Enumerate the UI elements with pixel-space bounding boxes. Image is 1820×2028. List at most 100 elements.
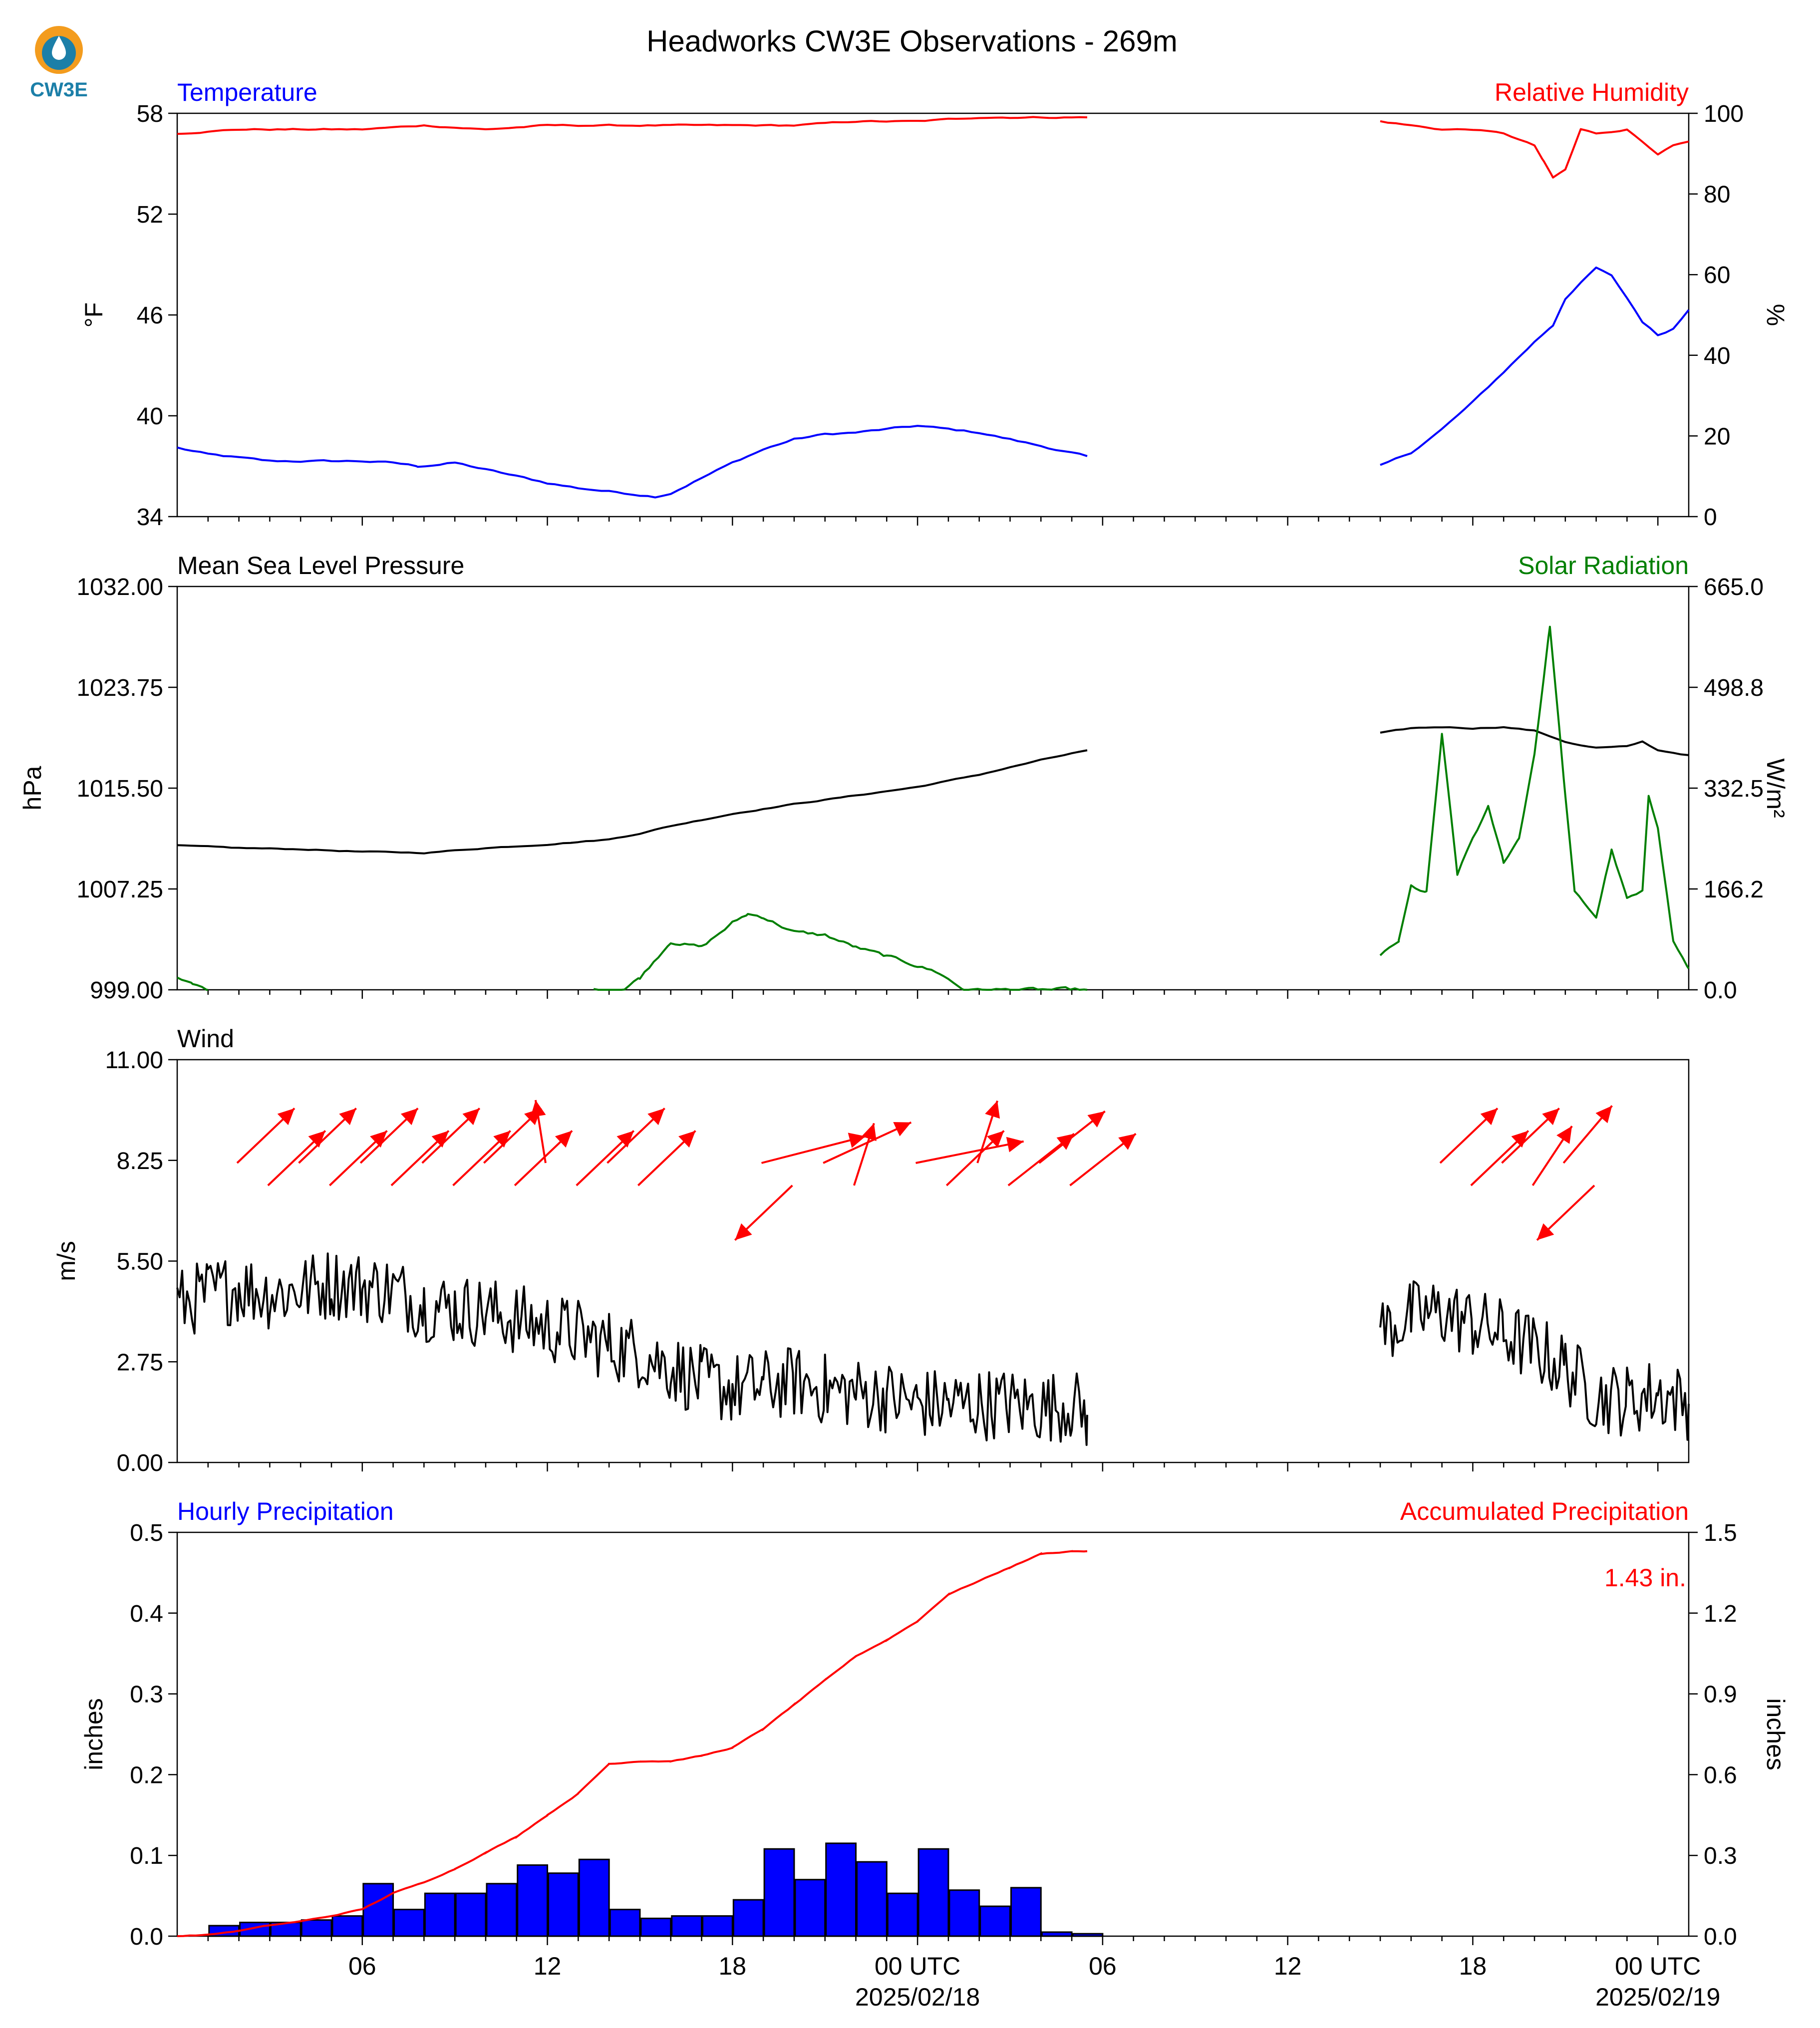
precip-bar <box>301 1919 332 1937</box>
x-tick-label: 2025/02/19 <box>1595 1983 1720 2011</box>
wind-arrow <box>915 1140 1024 1164</box>
x-tick-label: 12 <box>534 1952 562 1980</box>
figure-title: Headworks CW3E Observations - 269m <box>646 24 1178 58</box>
x-tick-label: 00 UTC <box>1615 1952 1701 1980</box>
wind-arrow-head <box>555 1131 573 1148</box>
y-tick-label-right: 100 <box>1704 101 1744 127</box>
panel-temperature_humidity: 58 52 46 40 34 100 80 60 40 20 0 Temperature Relativ… <box>80 78 1790 531</box>
wind-arrow-head <box>530 1100 546 1118</box>
precip-bar <box>856 1861 888 1937</box>
y-axis-label-left: hPa <box>18 766 46 810</box>
precip-bar <box>486 1883 518 1937</box>
panel-title-left: Mean Sea Level Pressure <box>177 552 464 579</box>
wind-arrow-head <box>370 1131 387 1148</box>
y-tick-label-left: 46 <box>137 302 163 329</box>
panel-title-right: Relative Humidity <box>1495 78 1689 106</box>
precip-bar <box>887 1892 918 1937</box>
wind-arrow-head <box>339 1108 356 1126</box>
wind-arrow-head <box>678 1131 696 1148</box>
precip-bar <box>948 1889 980 1937</box>
precip-bar <box>825 1842 857 1937</box>
panel-wind: 11.00 8.25 5.50 2.75 0.00 Wind m/s <box>52 1025 1690 1476</box>
wind-arrow-head <box>1537 1223 1554 1240</box>
x-tick-label: 2025/02/18 <box>855 1983 980 2011</box>
y-tick-label-left: 2.75 <box>117 1349 163 1376</box>
y-tick-label-left: 34 <box>137 504 163 531</box>
precip-bar <box>671 1915 703 1937</box>
wind-arrow-head <box>308 1131 325 1148</box>
y-axis-label-right: % <box>1762 304 1790 326</box>
y-axis-label-right: W/m² <box>1762 758 1790 818</box>
y-tick-label-left: 52 <box>137 202 163 228</box>
precip-bar <box>609 1909 641 1937</box>
y-tick-label-right: 498.8 <box>1704 675 1764 701</box>
precip-bar <box>424 1892 456 1937</box>
precip-bar <box>917 1848 949 1937</box>
y-tick-label-left: 40 <box>137 403 163 430</box>
wind-arrow-head <box>862 1123 877 1142</box>
y-tick-label-left: 1032.00 <box>76 574 163 600</box>
wind-arrow-head <box>893 1122 911 1137</box>
logo-drop-icon <box>52 36 66 60</box>
precip-bar <box>270 1921 302 1937</box>
precip-bar <box>331 1915 363 1937</box>
y-tick-label-left: 5.50 <box>117 1249 163 1275</box>
wind-arrow-head <box>462 1108 480 1126</box>
accumulated-total-label: 1.43 in. <box>1604 1564 1686 1592</box>
y-tick-label-left: 1015.50 <box>76 776 163 802</box>
x-tick-label: 06 <box>348 1952 376 1980</box>
precip-bar <box>1010 1887 1042 1937</box>
panel-pressure_solar: 1032.00 1023.75 1015.50 1007.25 999.00 665.0 4… <box>18 552 1790 1004</box>
y-tick-label-right: 40 <box>1704 343 1730 369</box>
y-tick-label-left: 1007.25 <box>76 876 163 903</box>
wind-arrow-head <box>1480 1108 1498 1126</box>
x-tick-label: 18 <box>1459 1952 1487 1980</box>
y-tick-label-left: 1023.75 <box>76 675 163 701</box>
precip-bar <box>393 1909 425 1937</box>
wind-arrow-head <box>277 1108 295 1126</box>
y-tick-label-left: 999.00 <box>90 977 163 1004</box>
y-tick-label-right: 1.5 <box>1704 1520 1737 1546</box>
y-tick-label-left: 0.0 <box>130 1924 163 1950</box>
panel-title-left: Temperature <box>177 78 317 106</box>
logo-text: CW3E <box>30 79 88 101</box>
wind-arrow-head <box>493 1131 511 1148</box>
panel-title-left: Wind <box>177 1025 234 1053</box>
x-tick-label: 06 <box>1089 1952 1117 1980</box>
series-line-temperature <box>177 267 1690 499</box>
y-tick-label-right: 332.5 <box>1704 776 1764 802</box>
precip-bar <box>702 1915 733 1937</box>
y-tick-label-right: 0.9 <box>1704 1682 1737 1708</box>
wind-arrow-head <box>985 1101 1000 1119</box>
y-axis-label-left: °F <box>80 302 108 328</box>
precip-bar <box>640 1917 672 1937</box>
y-axis-label-left: m/s <box>52 1241 80 1281</box>
precip-bar <box>794 1879 826 1937</box>
y-tick-label-left: 0.4 <box>130 1601 163 1627</box>
y-tick-label-right: 60 <box>1704 262 1730 289</box>
precip-bar <box>979 1905 1011 1937</box>
y-tick-label-right: 0 <box>1704 504 1717 531</box>
wind-arrow-head <box>1006 1137 1024 1153</box>
wind-arrow-head <box>1511 1131 1528 1148</box>
wind-arrow-head <box>987 1131 1004 1148</box>
y-tick-label-left: 8.25 <box>117 1148 163 1174</box>
y-tick-label-right: 0.0 <box>1704 977 1737 1004</box>
y-tick-label-right: 665.0 <box>1704 574 1764 600</box>
series-line-solar-radiation <box>177 625 1690 991</box>
y-tick-label-left: 0.1 <box>130 1843 163 1869</box>
y-tick-label-right: 0.6 <box>1704 1762 1737 1788</box>
precip-bar <box>763 1848 795 1937</box>
precip-bar <box>1041 1931 1073 1937</box>
y-tick-label-right: 20 <box>1704 423 1730 450</box>
y-tick-label-left: 0.3 <box>130 1682 163 1708</box>
wind-arrow-head <box>1595 1106 1612 1124</box>
y-axis-label-right: inches <box>1762 1698 1790 1770</box>
wind-arrow-head <box>400 1108 418 1126</box>
y-tick-label-left: 0.2 <box>130 1762 163 1788</box>
precip-bar <box>362 1883 394 1937</box>
wind-arrow <box>761 1135 866 1164</box>
cw3e-logo: CW3E <box>30 26 88 101</box>
wind-arrow-head <box>1118 1134 1136 1150</box>
